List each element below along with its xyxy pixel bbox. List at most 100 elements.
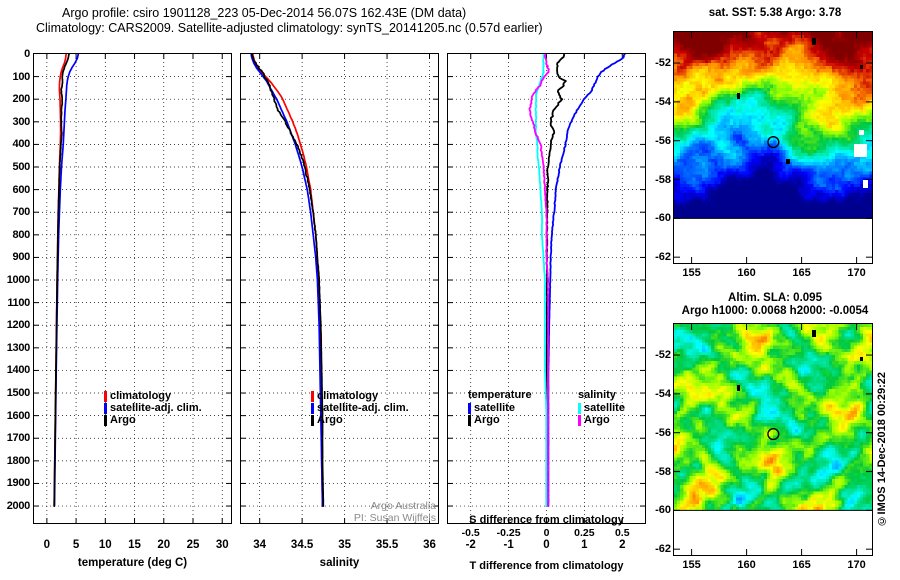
lat-tick--60: -60 bbox=[655, 504, 671, 517]
depth-tick-1700: 1700 bbox=[6, 432, 31, 445]
difference-legend-temperature: temperature satellite Argo bbox=[468, 389, 532, 426]
salinity-axis-title: salinity bbox=[319, 557, 360, 569]
legend-item-satellite-adj: satellite-adj. clim. bbox=[104, 402, 202, 414]
legend-label-satellite-adj: satellite-adj. clim. bbox=[110, 402, 202, 414]
sst-map-header-line-1: sat. SST: 5.38 Argo: 3.78 bbox=[708, 7, 842, 19]
title-line-1: Argo profile: csiro 1901128_223 05-Dec-2… bbox=[62, 6, 467, 20]
sla-map-header-line-1: Altim. SLA: 0.095 bbox=[728, 292, 822, 304]
xtick-20: 20 bbox=[157, 539, 171, 551]
lon-tick-155: 155 bbox=[682, 559, 701, 571]
depth-tick-600: 600 bbox=[12, 183, 31, 196]
sst-map-header: sat. SST: 5.38 Argo: 3.78 bbox=[660, 7, 890, 20]
xtick-36: 36 bbox=[423, 539, 436, 551]
xtick-10: 10 bbox=[98, 539, 112, 551]
xtick-0: 0 bbox=[543, 527, 550, 539]
xtick-25: 25 bbox=[186, 539, 200, 551]
xtick-34p5: 34.5 bbox=[290, 539, 314, 551]
salinity-plot bbox=[241, 54, 438, 523]
temperature-axis-title: temperature (deg C) bbox=[77, 557, 188, 569]
sla-map[interactable] bbox=[673, 323, 873, 556]
depth-tick-300: 300 bbox=[12, 115, 31, 128]
sst-map-image bbox=[674, 32, 872, 263]
lat-tick--58: -58 bbox=[655, 465, 671, 478]
credit-line-1: Argo Australia bbox=[370, 500, 436, 512]
legend-swatch-satellite-adj-sal bbox=[311, 402, 314, 414]
depth-tick-1400: 1400 bbox=[6, 364, 31, 377]
legend-label-argo: Argo bbox=[110, 414, 136, 426]
salinity-panel[interactable] bbox=[240, 53, 439, 524]
xtick-34: 34 bbox=[253, 539, 267, 551]
depth-tick-200: 200 bbox=[12, 93, 31, 106]
legend-item-temp-satellite: satellite bbox=[468, 402, 532, 414]
lat-tick--60: -60 bbox=[655, 212, 671, 225]
depth-tick-1000: 1000 bbox=[6, 274, 31, 287]
xtick-neg1: -1 bbox=[503, 539, 514, 551]
legend-item-climatology-sal: climatology bbox=[311, 390, 409, 402]
sla-map-header-line-2: Argo h1000: 0.0068 h2000: -0.0054 bbox=[681, 305, 869, 317]
temperature-panel[interactable] bbox=[33, 53, 232, 524]
sst-map[interactable] bbox=[673, 31, 873, 264]
credit-block: Argo Australia PI: Susan Wijffels bbox=[310, 500, 436, 524]
depth-tick-1800: 1800 bbox=[6, 454, 31, 467]
depth-tick-1300: 1300 bbox=[6, 341, 31, 354]
sla-map-image bbox=[674, 324, 872, 555]
legend-label-climatology: climatology bbox=[110, 390, 172, 402]
depth-tick-0: 0 bbox=[24, 48, 30, 60]
legend-label-argo-sal: Argo bbox=[317, 414, 343, 426]
lon-tick-160: 160 bbox=[737, 559, 756, 571]
legend-label-climatology-sal: climatology bbox=[317, 390, 379, 402]
xtick-0: 0 bbox=[543, 539, 550, 551]
lat-tick--62: -62 bbox=[655, 543, 671, 556]
xtick-0p5: 0.5 bbox=[614, 527, 630, 539]
imos-watermark: ©IMOS 14-Dec-2018 00:29:22 bbox=[876, 372, 888, 527]
depth-tick-2000: 2000 bbox=[6, 500, 31, 513]
depth-tick-1600: 1600 bbox=[6, 409, 31, 422]
legend-swatch-sal-satellite bbox=[578, 402, 581, 414]
legend-item-temp-argo: Argo bbox=[468, 414, 532, 426]
depth-tick-400: 400 bbox=[12, 138, 31, 151]
xtick-0: 0 bbox=[43, 539, 51, 551]
xtick-5: 5 bbox=[72, 539, 80, 551]
legend-swatch-temp-satellite bbox=[468, 402, 471, 414]
temperature-plot bbox=[34, 54, 231, 523]
legend-item-sal-argo: Argo bbox=[578, 414, 625, 426]
salinity-legend: climatology satellite-adj. clim. Argo bbox=[311, 390, 409, 426]
legend-item-sal-satellite: satellite bbox=[578, 402, 625, 414]
figure-title: Argo profile: csiro 1901128_223 05-Dec-2… bbox=[0, 6, 900, 36]
sla-map-header: Altim. SLA: 0.095 Argo h1000: 0.0068 h20… bbox=[655, 292, 895, 318]
lon-tick-165: 165 bbox=[792, 559, 811, 571]
legend-item-argo-sal: Argo bbox=[311, 414, 409, 426]
lat-tick--58: -58 bbox=[655, 173, 671, 186]
legend-swatch-satellite-adj bbox=[104, 402, 107, 414]
difference-plot bbox=[448, 54, 645, 523]
temperature-difference-axis-title: T difference from climatology bbox=[469, 560, 624, 572]
legend-item-satellite-adj-sal: satellite-adj. clim. bbox=[311, 402, 409, 414]
lat-tick--54: -54 bbox=[655, 387, 671, 400]
temperature-legend: climatology satellite-adj. clim. Argo bbox=[104, 390, 202, 426]
lat-tick--52: -52 bbox=[655, 349, 671, 362]
xtick-30: 30 bbox=[215, 539, 229, 551]
xtick-neg2: -2 bbox=[465, 539, 476, 551]
legend-label-temp-argo: Argo bbox=[474, 414, 500, 426]
depth-tick-800: 800 bbox=[12, 228, 31, 241]
lon-tick-160: 160 bbox=[737, 267, 756, 279]
legend-item-climatology: climatology bbox=[104, 390, 202, 402]
xtick-neg0p5: -0.5 bbox=[461, 527, 480, 539]
lon-tick-170: 170 bbox=[847, 267, 866, 279]
legend-label-sal-argo: Argo bbox=[584, 414, 610, 426]
legend-header-salinity: salinity bbox=[578, 389, 616, 401]
depth-tick-700: 700 bbox=[12, 206, 31, 219]
xtick-15: 15 bbox=[128, 539, 141, 551]
legend-label-satellite-adj-sal: satellite-adj. clim. bbox=[317, 402, 409, 414]
difference-panel[interactable] bbox=[447, 53, 646, 524]
xtick-1: 1 bbox=[581, 539, 588, 551]
legend-label-temp-satellite: satellite bbox=[474, 402, 515, 414]
legend-swatch-sal-argo bbox=[578, 414, 581, 426]
credit-line-2: PI: Susan Wijffels bbox=[353, 512, 436, 524]
title-line-2: Climatology: CARS2009. Satellite-adjuste… bbox=[36, 21, 543, 35]
depth-tick-500: 500 bbox=[12, 161, 31, 173]
lat-tick--52: -52 bbox=[655, 57, 671, 70]
lon-tick-165: 165 bbox=[792, 267, 811, 279]
legend-swatch-climatology bbox=[104, 390, 107, 402]
xtick-0p25: 0.25 bbox=[574, 527, 595, 539]
